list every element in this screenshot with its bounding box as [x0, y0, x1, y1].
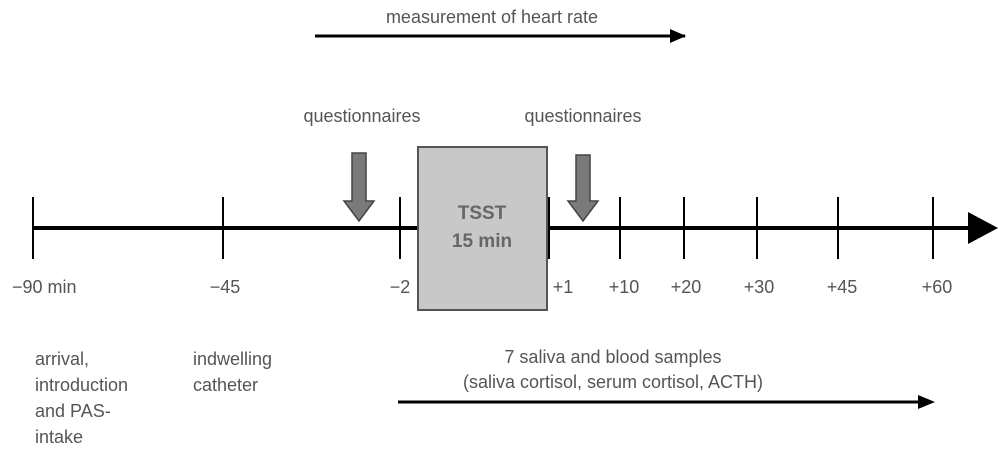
arrow-head	[670, 29, 686, 43]
arrival-text: and PAS-	[35, 401, 111, 421]
arrival-text: introduction	[35, 375, 128, 395]
tick-marks	[32, 197, 934, 259]
tick-label: +45	[827, 277, 858, 297]
tsst-title: TSST	[458, 203, 507, 224]
questionnaires-label: questionnaires	[524, 106, 641, 126]
questionnaires-label: questionnaires	[303, 106, 420, 126]
timeline-head	[968, 212, 998, 244]
heart-rate-label: measurement of heart rate	[386, 7, 598, 27]
tick-label: +1	[553, 277, 574, 297]
samples-text: (saliva cortisol, serum cortisol, ACTH)	[463, 372, 763, 392]
questionnaire-arrow	[566, 154, 600, 223]
tick-label: +30	[744, 277, 775, 297]
samples-text: 7 saliva and blood samples	[504, 347, 721, 367]
tick-label: −2	[390, 277, 411, 297]
tick-label: +60	[922, 277, 953, 297]
tsst-duration: 15 min	[452, 231, 512, 252]
tick-label: +20	[671, 277, 702, 297]
tick-label: +10	[609, 277, 640, 297]
tsst-box	[417, 146, 548, 311]
tick-label: −90 min	[12, 277, 77, 297]
arrival-text: arrival,	[35, 349, 89, 369]
arrival-text: intake	[35, 427, 83, 447]
catheter-text: indwelling	[193, 349, 272, 369]
tick-label: −45	[210, 277, 241, 297]
catheter-text: catheter	[193, 375, 258, 395]
questionnaire-arrow	[342, 152, 376, 223]
arrow-head	[918, 395, 935, 409]
